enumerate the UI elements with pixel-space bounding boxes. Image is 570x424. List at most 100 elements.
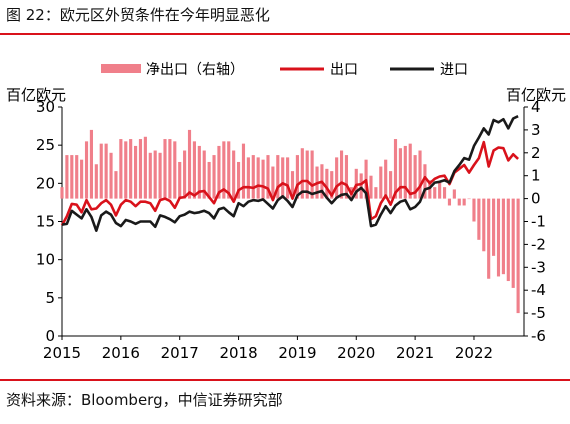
net-export-bar <box>89 129 93 199</box>
net-export-bar <box>65 155 69 199</box>
net-export-bar <box>281 157 285 199</box>
net-export-bar <box>379 166 383 199</box>
net-export-bar <box>84 141 89 199</box>
net-export-bar <box>232 150 236 199</box>
net-export-bar <box>330 171 334 199</box>
right-tick-label: -1 <box>531 213 546 231</box>
net-export-bar <box>148 152 152 199</box>
right-tick-label: -4 <box>531 281 546 299</box>
x-tick-label: 2019 <box>278 344 316 362</box>
legend-label-export: 出口 <box>330 62 358 78</box>
x-tick-label: 2015 <box>43 344 81 362</box>
net-export-bar <box>423 164 427 199</box>
export-line <box>60 140 519 226</box>
net-export-bar <box>251 155 255 199</box>
net-export-bar <box>511 198 515 288</box>
net-export-bar <box>462 198 466 206</box>
net-export-bar <box>472 198 476 222</box>
net-export-bar <box>133 145 138 199</box>
x-tick-label: 2018 <box>219 344 257 362</box>
net-export-bar <box>477 198 481 240</box>
net-export-bar <box>339 150 344 199</box>
net-export-bar <box>492 198 496 256</box>
net-export-bar <box>168 139 172 199</box>
net-export-bar <box>119 139 123 199</box>
net-export-bar <box>217 145 221 199</box>
net-export-bar <box>438 182 442 199</box>
net-export-bar <box>496 198 501 277</box>
net-export-bar <box>109 152 113 199</box>
net-export-bar <box>433 187 437 199</box>
right-tick-label: -3 <box>531 258 546 276</box>
net-export-bar <box>212 155 216 199</box>
x-tick-label: 2017 <box>161 344 199 362</box>
x-axis-ticks: 2015 2016 2017 2018 2019 2020 2021 2022 <box>43 336 493 362</box>
right-tick-label: -5 <box>531 304 546 322</box>
net-export-bar <box>60 187 64 199</box>
net-export-bar <box>183 150 187 199</box>
net-export-bar <box>290 171 295 199</box>
right-tick-label: 1 <box>531 167 541 185</box>
right-axis-ticks: -6 -5 -4 -3 -2 -1 0 1 2 3 4 <box>524 98 546 345</box>
left-tick-label: 25 <box>36 136 55 154</box>
series-lines <box>60 115 519 232</box>
net-export-bar <box>369 175 373 199</box>
left-unit-label: 百亿欧元 <box>6 86 66 104</box>
net-export-bar <box>384 159 388 199</box>
net-export-bar <box>447 198 452 206</box>
net-export-bar <box>129 139 133 199</box>
net-export-bar <box>418 150 422 199</box>
net-export-bar <box>403 145 407 199</box>
left-axis-ticks: 0 5 10 15 20 25 30 <box>36 98 62 345</box>
left-tick-label: 5 <box>45 289 55 307</box>
right-tick-label: 2 <box>531 144 541 162</box>
left-tick-label: 20 <box>36 174 55 192</box>
net-export-bar <box>286 157 290 199</box>
net-export-bar <box>408 143 412 199</box>
net-export-bar <box>94 164 98 199</box>
top-rule <box>0 33 570 35</box>
x-tick-label: 2022 <box>455 344 493 362</box>
net-export-bar <box>178 161 182 199</box>
net-export-bar <box>158 152 162 199</box>
net-export-bar <box>452 189 456 199</box>
net-export-bar <box>246 157 250 199</box>
left-tick-label: 0 <box>45 327 55 345</box>
net-export-bar <box>359 173 363 199</box>
net-export-bar <box>295 155 299 199</box>
net-export-bar <box>256 157 260 199</box>
net-export-bar <box>80 159 84 199</box>
net-export-bar <box>241 143 246 199</box>
net-export-bar <box>104 143 108 199</box>
right-tick-label: -6 <box>531 327 546 345</box>
import-line <box>61 115 519 232</box>
right-tick-label: -2 <box>531 235 546 253</box>
net-export-bar <box>335 157 339 199</box>
net-export-bar <box>457 198 461 206</box>
net-export-bar <box>506 198 510 282</box>
net-export-bar <box>310 150 314 199</box>
net-export-bar <box>197 145 201 199</box>
net-export-bar <box>442 187 447 199</box>
net-export-bar <box>398 148 402 199</box>
net-export-bar <box>276 155 280 199</box>
legend-label-import: 进口 <box>440 62 468 78</box>
net-export-bar <box>325 168 329 199</box>
net-export-bar <box>374 187 378 199</box>
net-export-bar <box>236 161 241 199</box>
net-export-bar <box>467 198 471 200</box>
net-export-bar <box>70 155 74 199</box>
left-tick-label: 15 <box>36 213 55 231</box>
legend: 净出口（右轴） 出口 进口 <box>101 62 468 78</box>
net-export-bar <box>99 143 103 199</box>
right-unit-label: 百亿欧元 <box>506 86 566 104</box>
net-export-bar <box>305 150 309 199</box>
net-export-bar <box>153 150 157 199</box>
legend-swatch-net-export <box>101 64 141 73</box>
net-export-bar <box>114 171 118 199</box>
net-export-bar <box>202 150 206 199</box>
net-export-bar <box>207 161 211 199</box>
legend-label-net-export: 净出口（右轴） <box>146 62 244 78</box>
net-export-bar <box>143 136 147 199</box>
